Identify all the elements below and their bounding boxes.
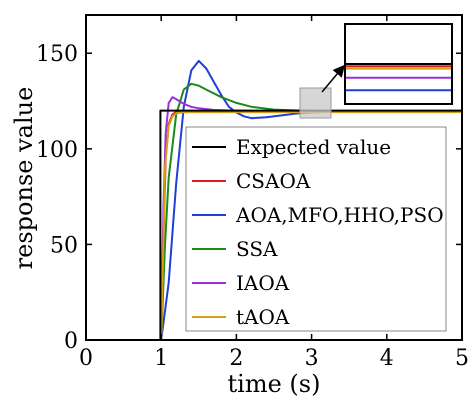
legend-label: IAOA <box>236 271 290 295</box>
plot-frame <box>85 14 463 341</box>
zoom-region-marker <box>299 87 332 119</box>
y-tick-label: 50 <box>50 233 78 258</box>
legend-label: Expected value <box>236 135 391 159</box>
zoom-arrow <box>321 64 345 93</box>
zoom-inset <box>344 23 453 105</box>
y-tick-label: 100 <box>36 138 78 163</box>
series-line-taoa <box>86 111 462 340</box>
x-tick-label: 5 <box>455 346 469 371</box>
x-tick-label: 4 <box>380 346 394 371</box>
x-tick-label: 0 <box>79 346 93 371</box>
legend: Expected value CSAOA AOA,MFO,HHO,PSO SSA IAO… <box>185 126 447 332</box>
inset-lines <box>346 63 451 92</box>
x-tick-label: 3 <box>305 346 319 371</box>
y-tick-label: 150 <box>36 42 78 67</box>
legend-label: SSA <box>236 237 278 261</box>
legend-box <box>185 126 447 332</box>
x-tick-label: 1 <box>154 346 168 371</box>
x-axis-label: time (s) <box>228 370 321 398</box>
y-tick-label: 0 <box>64 329 78 354</box>
y-axis-label: response value <box>10 87 38 270</box>
legend-label: AOA,MFO,HHO,PSO <box>235 203 444 227</box>
x-tick-label: 2 <box>229 346 243 371</box>
legend-label: CSAOA <box>236 169 311 193</box>
legend-label: tAOA <box>236 305 290 329</box>
